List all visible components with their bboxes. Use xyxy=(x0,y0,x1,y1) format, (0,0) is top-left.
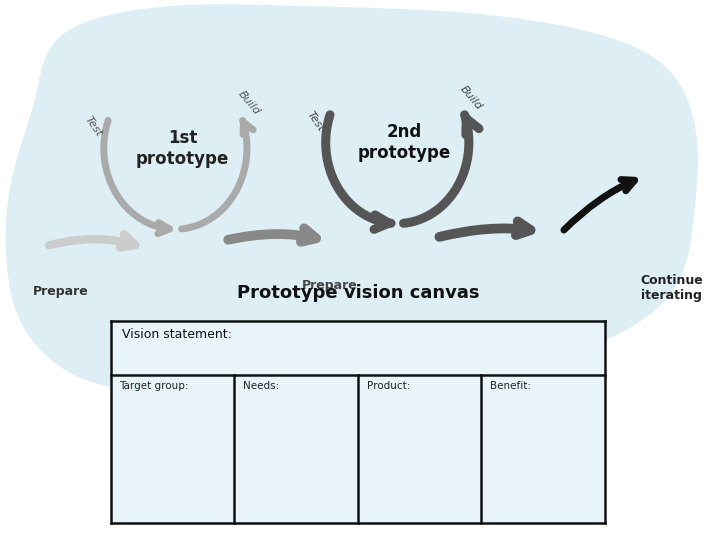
Text: Benefit:: Benefit: xyxy=(490,381,531,391)
Text: Needs:: Needs: xyxy=(243,381,279,391)
Polygon shape xyxy=(6,4,698,392)
Text: Test: Test xyxy=(84,115,104,139)
Text: Build: Build xyxy=(458,83,484,111)
Text: 1st
prototype: 1st prototype xyxy=(136,129,229,168)
Text: Target group:: Target group: xyxy=(120,381,189,391)
Text: 2nd
prototype: 2nd prototype xyxy=(358,123,451,162)
Text: Prepare: Prepare xyxy=(302,280,357,292)
Bar xyxy=(111,321,605,523)
Text: Build: Build xyxy=(236,89,262,117)
Text: Product:: Product: xyxy=(366,381,410,391)
Text: Continue
iterating: Continue iterating xyxy=(641,274,703,302)
Text: Prototype vision canvas: Prototype vision canvas xyxy=(237,284,480,302)
Text: Vision statement:: Vision statement: xyxy=(122,328,232,341)
Text: Prepare: Prepare xyxy=(33,285,89,298)
Text: Test: Test xyxy=(305,109,326,133)
